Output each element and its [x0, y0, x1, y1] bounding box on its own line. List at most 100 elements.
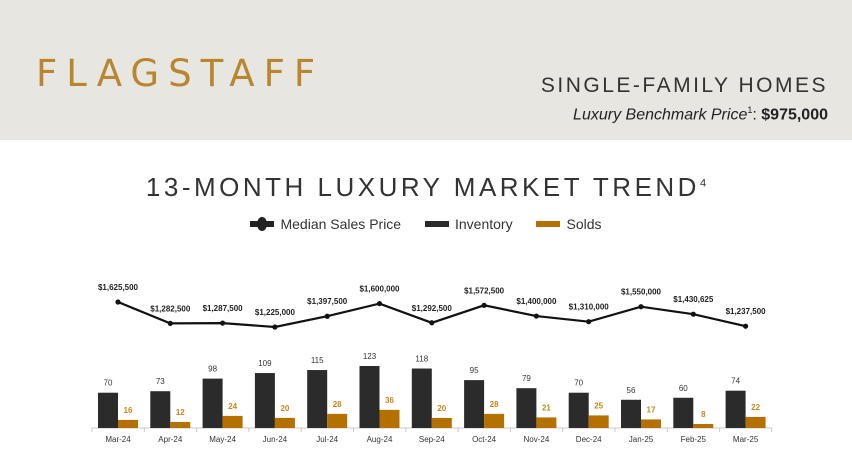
inventory-data-label: 123 [363, 352, 377, 361]
inventory-bar [621, 399, 641, 428]
legend-line-marker-icon [250, 217, 275, 231]
legend-item-solds: Solds [536, 216, 602, 232]
median-price-point [586, 319, 592, 325]
median-price-point [638, 304, 644, 310]
solds-bar [170, 421, 191, 428]
median-price-data-label: $1,225,000 [255, 308, 296, 317]
inventory-bar [568, 392, 589, 428]
x-tick-label: Mar-24 [105, 435, 131, 444]
median-price-point [743, 323, 749, 329]
x-tick-label: Sep-24 [419, 435, 445, 444]
inventory-data-label: 95 [470, 366, 479, 375]
median-price-data-label: $1,237,500 [726, 307, 767, 316]
solds-data-label: 25 [594, 401, 603, 410]
inventory-data-label: 73 [156, 377, 165, 386]
legend-swatch-inventory [425, 221, 449, 227]
legend-label: Solds [566, 216, 602, 232]
solds-data-label: 12 [176, 408, 185, 417]
x-tick-label: Nov-24 [524, 435, 550, 444]
solds-bar [536, 417, 557, 428]
legend-label: Inventory [455, 216, 513, 232]
solds-data-label: 16 [124, 406, 133, 415]
solds-data-label: 28 [490, 400, 499, 409]
solds-bar [588, 415, 609, 428]
x-tick-label: Dec-24 [576, 435, 602, 444]
solds-data-label: 20 [437, 404, 446, 413]
median-price-point [220, 320, 226, 326]
header-band [0, 0, 852, 140]
x-tick-label: Jun-24 [263, 435, 288, 444]
inventory-data-label: 109 [258, 359, 272, 368]
x-tick-label: Mar-25 [733, 435, 759, 444]
solds-bar [693, 423, 714, 428]
chart-legend: Median Sales Price Inventory Solds [0, 214, 852, 232]
segment-label: SINGLE-FAMILY HOMES [540, 74, 828, 97]
solds-bar [431, 417, 452, 428]
inventory-data-label: 70 [104, 379, 113, 388]
inventory-bar [516, 388, 537, 428]
inventory-bar [254, 373, 275, 428]
median-price-data-label: $1,292,500 [412, 304, 453, 313]
solds-bar [745, 416, 766, 428]
solds-bar [118, 419, 138, 428]
median-price-data-label: $1,282,500 [150, 304, 191, 313]
city-name: FLAGSTAFF [36, 52, 325, 95]
benchmark-value: $975,000 [761, 106, 828, 124]
legend-swatch-solds [536, 221, 561, 227]
inventory-data-label: 115 [311, 356, 324, 365]
median-price-point [272, 324, 278, 330]
chart-title: 13-MONTH LUXURY MARKET TREND4 [0, 172, 852, 203]
median-price-point [429, 320, 435, 326]
median-price-point [533, 313, 540, 319]
benchmark-label: Luxury Benchmark Price [573, 106, 748, 124]
solds-bar [379, 409, 400, 428]
solds-bar [641, 419, 661, 428]
benchmark-sep: : [752, 106, 757, 124]
median-price-point [481, 302, 487, 308]
median-price-data-label: $1,550,000 [621, 288, 662, 297]
x-tick-label: Oct-24 [472, 435, 497, 444]
median-price-data-label: $1,310,000 [569, 303, 610, 312]
inventory-bar [411, 368, 432, 428]
x-tick-label: Apr-24 [158, 435, 183, 444]
inventory-bar [725, 390, 746, 428]
median-price-point [690, 311, 696, 317]
median-price-data-label: $1,430,625 [673, 295, 714, 304]
inventory-data-label: 79 [522, 374, 531, 383]
legend-item-inventory: Inventory [425, 216, 513, 232]
solds-data-label: 36 [385, 396, 394, 405]
solds-data-label: 17 [647, 405, 656, 414]
inventory-bar [359, 366, 380, 428]
median-price-data-label: $1,600,000 [359, 285, 400, 294]
solds-data-label: 21 [542, 403, 551, 412]
inventory-data-label: 70 [574, 379, 583, 388]
median-price-data-label: $1,287,500 [203, 304, 244, 313]
x-tick-label: Jul-24 [316, 435, 338, 444]
median-price-data-label: $1,625,500 [98, 283, 139, 292]
inventory-data-label: 98 [208, 365, 217, 374]
inventory-bar [673, 397, 694, 428]
solds-data-label: 20 [280, 404, 289, 413]
chart-title-text: 13-MONTH LUXURY MARKET TREND [145, 172, 700, 202]
solds-data-label: 22 [751, 403, 760, 412]
legend-label: Median Sales Price [280, 216, 402, 232]
solds-bar [222, 415, 243, 428]
inventory-bar [98, 392, 118, 428]
solds-data-label: 28 [333, 400, 342, 409]
legend-item-median: Median Sales Price [250, 216, 401, 232]
benchmark-footnote: 1 [747, 105, 753, 115]
median-price-point [167, 320, 173, 327]
median-price-data-label: $1,572,500 [464, 286, 505, 295]
x-tick-label: Aug-24 [367, 435, 393, 444]
x-tick-label: May-24 [209, 435, 236, 444]
inventory-bar [150, 391, 171, 428]
inventory-bar [464, 380, 485, 428]
median-price-point [324, 313, 330, 319]
median-price-point [115, 299, 121, 305]
solds-data-label: 8 [701, 410, 706, 419]
inventory-data-label: 60 [679, 384, 688, 393]
inventory-bar [202, 378, 223, 428]
inventory-data-label: 74 [731, 377, 740, 386]
x-tick-label: Feb-25 [681, 435, 707, 444]
